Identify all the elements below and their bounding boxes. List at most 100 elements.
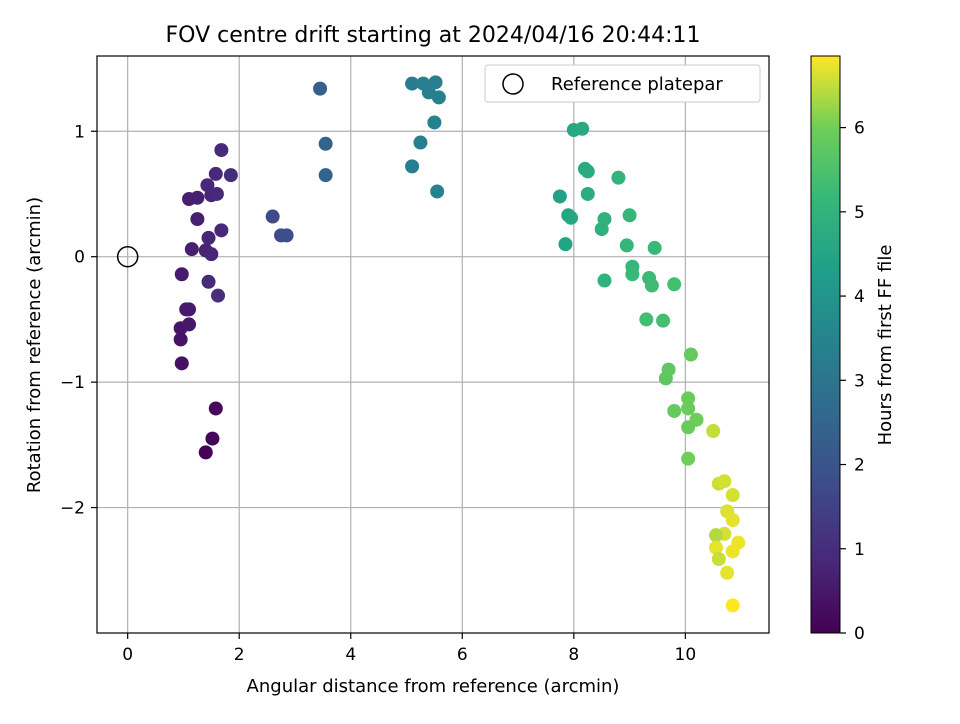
- data-point: [644, 278, 659, 293]
- data-point: [208, 166, 223, 181]
- data-point: [204, 247, 219, 262]
- data-point: [209, 186, 224, 201]
- x-tick-label: 10: [675, 645, 697, 665]
- data-point: [413, 135, 428, 150]
- chart-title: FOV centre drift starting at 2024/04/16 …: [166, 23, 701, 48]
- data-points: [116, 75, 746, 613]
- data-point: [190, 190, 205, 205]
- x-tick-label: 4: [345, 645, 356, 665]
- data-point: [184, 242, 199, 257]
- data-point: [564, 210, 579, 225]
- data-point: [658, 371, 673, 386]
- data-point: [725, 513, 740, 528]
- data-point: [405, 159, 420, 174]
- data-point: [211, 288, 226, 303]
- colorbar-tick-label: 2: [854, 456, 865, 476]
- data-point: [190, 212, 205, 227]
- data-point: [611, 170, 626, 185]
- y-tick-label: −1: [60, 373, 85, 393]
- data-point: [597, 273, 612, 288]
- y-axis-label: Rotation from reference (arcmin): [24, 197, 45, 493]
- data-point: [214, 223, 229, 238]
- data-point: [279, 228, 294, 243]
- data-point: [717, 474, 732, 489]
- y-axis-ticks: −2 −1 0 1: [60, 122, 97, 519]
- legend: Reference platepar: [484, 64, 761, 103]
- data-point: [428, 75, 443, 90]
- colorbar-tick-label: 6: [854, 119, 865, 139]
- data-point: [580, 186, 595, 201]
- data-point: [681, 420, 696, 435]
- colorbar-tick-label: 1: [854, 540, 865, 560]
- colorbar-gradient: [810, 55, 841, 634]
- data-point: [318, 168, 333, 183]
- grid-lines: [97, 56, 769, 633]
- x-tick-label: 2: [234, 645, 245, 665]
- data-point: [725, 544, 740, 559]
- data-point: [709, 528, 724, 543]
- colorbar-tick-label: 5: [854, 203, 865, 223]
- data-point: [594, 222, 609, 237]
- data-point: [173, 332, 188, 347]
- colorbar-tick-label: 0: [854, 624, 865, 644]
- data-point: [709, 540, 724, 555]
- data-point: [667, 403, 682, 418]
- data-point: [313, 81, 328, 96]
- colorbar: 0 1 2 3 4 5 6 Hours from first FF file: [810, 55, 896, 644]
- reference-platepar-marker: [116, 245, 139, 268]
- colorbar-tick-label: 3: [854, 371, 865, 391]
- colorbar-ticks: 0 1 2 3 4 5 6: [840, 119, 865, 644]
- data-point: [725, 488, 740, 503]
- data-point: [681, 401, 696, 416]
- data-point: [580, 164, 595, 179]
- data-point: [558, 237, 573, 252]
- data-point: [405, 76, 420, 91]
- data-point: [706, 424, 721, 439]
- data-point: [711, 551, 726, 566]
- data-point: [430, 184, 445, 199]
- data-point: [667, 277, 682, 292]
- data-point: [427, 115, 442, 130]
- y-tick-label: 1: [74, 122, 85, 142]
- data-point: [431, 90, 446, 105]
- data-point: [683, 347, 698, 362]
- data-point: [619, 238, 634, 253]
- x-axis-ticks: 0 2 4 6 8 10: [122, 633, 696, 665]
- data-point: [200, 178, 215, 193]
- data-point: [214, 143, 229, 158]
- y-tick-label: 0: [74, 248, 85, 268]
- data-point: [208, 401, 223, 416]
- x-tick-label: 6: [457, 645, 468, 665]
- data-point: [725, 598, 740, 613]
- legend-entry-label: Reference platepar: [551, 74, 723, 95]
- data-point: [174, 356, 189, 371]
- data-point: [198, 445, 213, 460]
- data-point: [647, 240, 662, 255]
- x-axis-label: Angular distance from reference (arcmin): [247, 676, 620, 697]
- legend-marker-circle: [502, 73, 524, 95]
- legend-box: [484, 64, 761, 103]
- data-point: [575, 121, 590, 136]
- x-tick-label: 0: [122, 645, 133, 665]
- x-tick-label: 8: [568, 645, 579, 665]
- data-point: [201, 230, 216, 245]
- colorbar-tick-label: 4: [854, 287, 865, 307]
- colorbar-label: Hours from first FF file: [875, 245, 896, 446]
- data-point: [174, 267, 189, 282]
- data-point: [656, 313, 671, 328]
- y-tick-label: −2: [60, 499, 85, 519]
- data-point: [681, 451, 696, 466]
- data-point: [639, 312, 654, 327]
- data-point: [223, 168, 238, 183]
- data-point: [625, 267, 640, 282]
- data-point: [201, 274, 216, 289]
- data-point: [720, 565, 735, 580]
- data-point: [622, 208, 637, 223]
- data-point: [205, 431, 220, 446]
- data-point: [182, 302, 197, 317]
- data-point: [552, 189, 567, 204]
- plot-frame: [96, 55, 770, 634]
- data-point: [265, 209, 280, 224]
